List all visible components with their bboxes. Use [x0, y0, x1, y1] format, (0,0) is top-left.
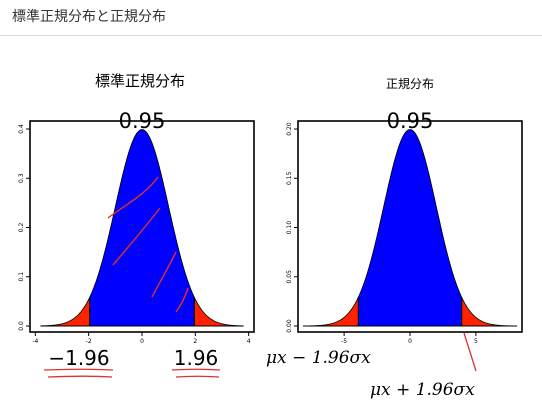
- underline-stroke: [175, 375, 220, 378]
- right-y-tick-label: 0.10: [286, 221, 293, 235]
- handwritten-annotations: [107, 176, 189, 313]
- left-y-tick-label: 0.1: [18, 272, 25, 282]
- left-x-tick-label: 2: [193, 338, 197, 345]
- left-center-region: [89, 129, 195, 327]
- right-y-tick-label: 0.20: [286, 122, 293, 136]
- right-center-region: [357, 129, 463, 327]
- underline-stroke: [47, 375, 113, 378]
- left-y-tick-label: 0.2: [18, 223, 25, 233]
- right-density-curve: [302, 129, 518, 327]
- left-x-tick-label: 0: [140, 338, 144, 345]
- right-upper-bound-label: μx + 1.96σx: [370, 380, 475, 400]
- left-y-tick-label: 0.4: [18, 124, 25, 134]
- right-upper-tail: [461, 297, 518, 327]
- left-lower-tail: [40, 297, 91, 327]
- page-header: 標準正規分布と正規分布: [0, 0, 542, 36]
- upper-bound-arrow: [463, 332, 477, 372]
- annotation-stroke: [151, 251, 177, 298]
- annotation-stroke: [107, 176, 159, 219]
- left-x-tick-label: -2: [86, 338, 92, 345]
- left-y-tick-label: 0.3: [18, 173, 25, 183]
- right-axes: -5 0 5 0.00 0.05 0.10 0.15 0.20: [286, 122, 478, 345]
- left-lower-bound-label: −1.96: [48, 346, 109, 370]
- right-y-tick-label: 0.00: [286, 319, 293, 333]
- right-x-tick-label: 5: [474, 338, 478, 345]
- underline-stroke: [171, 368, 221, 371]
- underline-annotations: [43, 368, 221, 378]
- right-lower-tail: [302, 297, 359, 327]
- left-x-tick-label: 4: [247, 338, 251, 345]
- left-axes: -4 -2 0 2 4 0.0 0.1 0.2 0.3 0.4: [18, 124, 251, 345]
- left-upper-bound-label: 1.96: [174, 346, 219, 370]
- right-x-tick-label: 0: [408, 338, 412, 345]
- underline-stroke: [43, 368, 114, 371]
- left-density-curve: [40, 129, 244, 327]
- annotation-stroke: [112, 207, 161, 266]
- right-y-tick-label: 0.15: [286, 171, 293, 185]
- left-x-tick-label: -4: [32, 338, 38, 345]
- left-chart-title: 標準正規分布: [95, 72, 185, 90]
- page-title: 標準正規分布と正規分布: [12, 9, 166, 25]
- annotation-stroke: [175, 287, 189, 313]
- right-lower-bound-label: μx − 1.96σx: [266, 348, 371, 368]
- right-x-tick-label: -5: [341, 338, 347, 345]
- right-chart-title: 正規分布: [386, 76, 434, 91]
- left-upper-tail: [193, 297, 244, 327]
- right-y-tick-label: 0.05: [286, 270, 293, 284]
- left-y-tick-label: 0.0: [18, 321, 25, 331]
